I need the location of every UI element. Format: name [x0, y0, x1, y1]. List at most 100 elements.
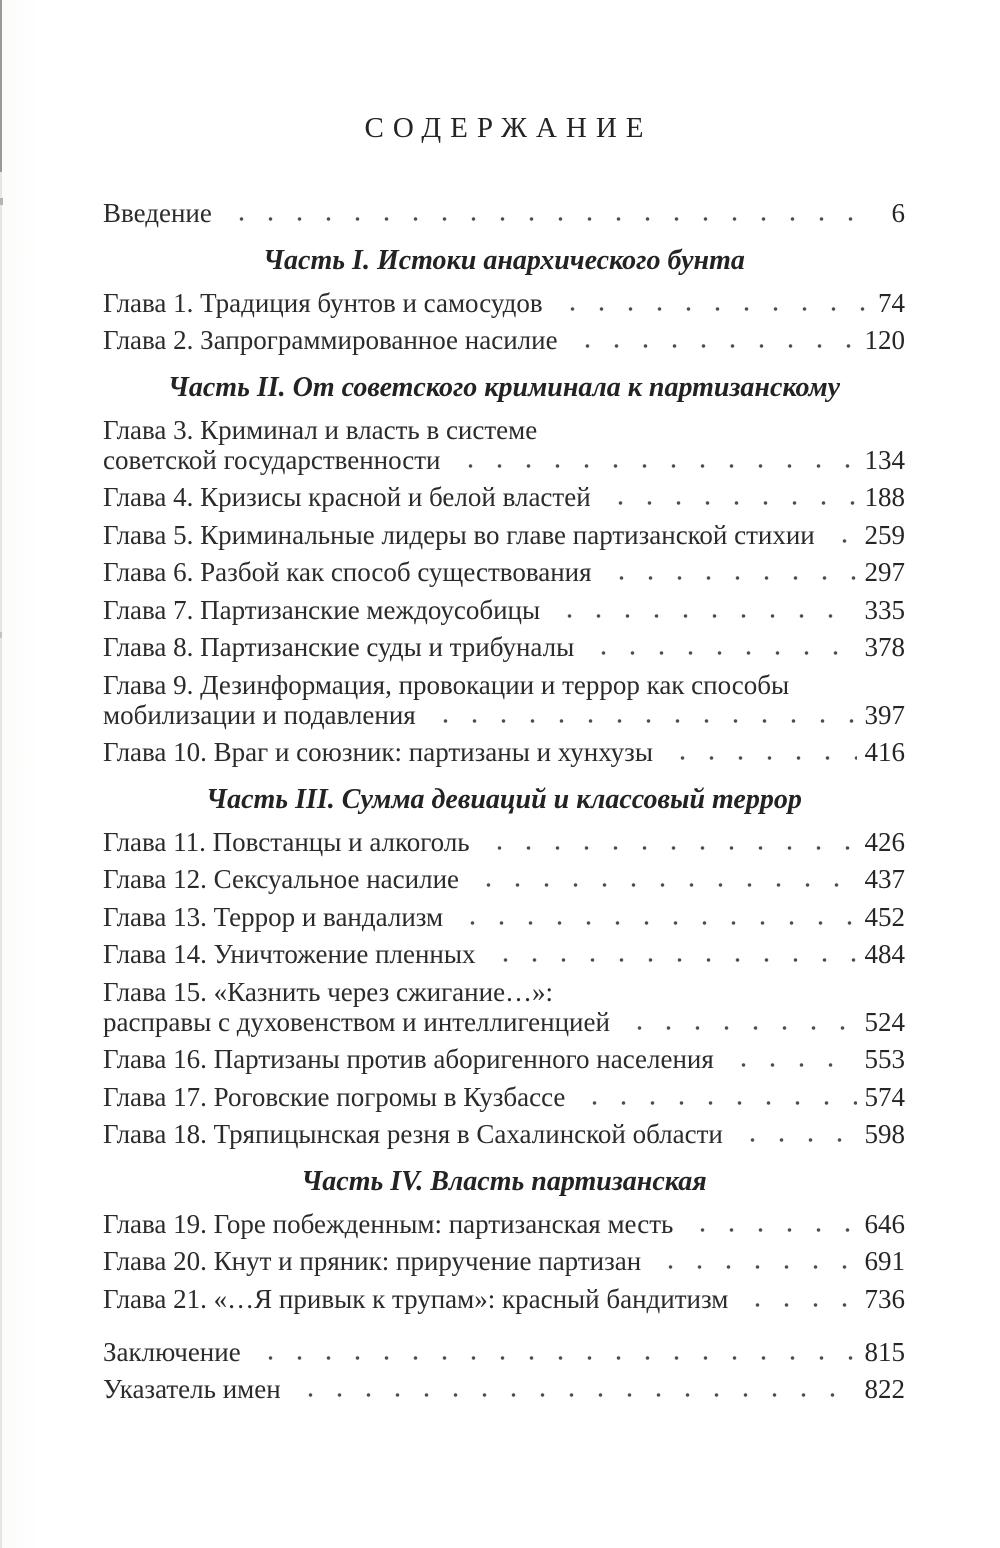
toc-entry-label: Заключение [103, 1336, 241, 1367]
toc-entry-line: Глава 6. Разбой как способ существования… [103, 557, 905, 587]
part-heading: Часть II. От советского криминала к парт… [167, 371, 841, 403]
toc-entry-line: Глава 16. Партизаны против аборигенного … [103, 1044, 905, 1074]
dot-leader [555, 305, 867, 312]
toc-entry: Глава 7. Партизанские междоусобицы 335 [103, 595, 905, 625]
part-heading: Часть I. Истоки анархического бунта [263, 244, 745, 276]
toc-entry-page-number: 598 [864, 1119, 906, 1149]
toc-entry-label: Глава 1. Традиция бунтов и самосудов [103, 287, 543, 318]
toc-entry-label: Глава 16. Партизаны против аборигенного … [103, 1044, 714, 1074]
dot-leader [827, 537, 857, 544]
toc-entry-label: Глава 5. Криминальные лидеры во главе па… [103, 519, 815, 550]
toc-entry-line: Введение 6 [103, 198, 905, 228]
toc-entry-page-number: 524 [864, 1006, 906, 1037]
dot-leader [587, 650, 857, 656]
toc-entry: Глава 16. Партизаны против аборигенного … [103, 1044, 905, 1074]
toc-entry-page-number: 484 [864, 939, 906, 969]
toc-entry-line: мобилизации и подавления 397 [103, 700, 905, 730]
toc-entry-page-number: 822 [864, 1374, 906, 1404]
toc-entry: Глава 15. «Казнить через сжигание…»: расп… [103, 977, 905, 1037]
toc-entry-page-number: 416 [864, 737, 906, 767]
dot-leader [453, 462, 857, 469]
dot-leader [604, 575, 857, 581]
toc-entry-label: Глава 20. Кнут и пряник: приручение парт… [103, 1246, 642, 1276]
toc-entry-label: Глава 21. «…Я привык к трупам»: красный … [103, 1283, 729, 1314]
toc-entry: Глава 6. Разбой как способ существования… [103, 557, 905, 587]
toc-entry-line: Глава 21. «…Я привык к трупам»: красный … [103, 1284, 905, 1314]
toc-entry-label: Глава 15. «Казнить через сжигание…»: [103, 976, 554, 1007]
toc-entry-page-number: 452 [864, 901, 906, 932]
dot-leader [665, 755, 857, 761]
toc-entry-page-number: 259 [864, 519, 906, 550]
toc-entry-line: Глава 17. Роговские погромы в Кузбассе 57… [103, 1082, 905, 1112]
dot-leader [570, 343, 857, 349]
dot-leader [726, 1062, 857, 1068]
toc-entry-page-number: 437 [864, 864, 906, 894]
toc-entry-label: Глава 7. Партизанские междоусобицы [103, 594, 541, 625]
dot-leader [253, 1354, 857, 1361]
toc-entry-page-number: 397 [864, 699, 906, 730]
toc-entry: Глава 2. Запрограммированное насилие 120 [103, 325, 905, 355]
toc-entry-line: Глава 12. Сексуальное насилие 437 [103, 864, 905, 894]
toc-entry-line: расправы с духовенством и интеллигенцией… [103, 1007, 905, 1037]
dot-leader [553, 612, 857, 619]
toc-entry-line: Глава 20. Кнут и пряник: приручение парт… [103, 1246, 905, 1276]
dot-leader [735, 1137, 857, 1143]
toc-entry: Глава 17. Роговские погромы в Кузбассе 57… [103, 1082, 905, 1112]
toc-list: Введение 6 Часть I. Истоки анархического б… [103, 198, 905, 1404]
toc-entry: Глава 9. Дезинформация, провокации и тер… [103, 670, 905, 730]
toc-entry: Глава 21. «…Я привык к трупам»: красный … [103, 1284, 905, 1314]
scan-speck [0, 198, 3, 205]
dot-leader [428, 717, 857, 724]
toc-entry-line: Указатель имен 822 [103, 1374, 905, 1404]
toc-entry: Глава 10. Враг и союзник: партизаны и ху… [103, 737, 905, 767]
toc-entry-page-number: 378 [864, 632, 906, 662]
toc-entry: Глава 18. Тряпицынская резня в Сахалинск… [103, 1119, 905, 1149]
toc-entry-label: Указатель имен [103, 1374, 281, 1404]
toc-entry: Глава 8. Партизанские суды и трибуналы 37… [103, 632, 905, 662]
toc-entry-line: Глава 18. Тряпицынская резня в Сахалинск… [103, 1119, 905, 1149]
toc-entry-page-number: 297 [864, 557, 906, 587]
toc-entry: Введение 6 [103, 198, 905, 228]
toc-entry: Указатель имен 822 [103, 1374, 905, 1404]
scan-edge-dark-artifact [0, 0, 2, 172]
dot-leader [224, 216, 867, 222]
toc-entry: Глава 12. Сексуальное насилие 437 [103, 864, 905, 894]
toc-entry-label: Глава 18. Тряпицынская резня в Сахалинск… [103, 1119, 723, 1149]
toc-entry-line: Глава 5. Криминальные лидеры во главе па… [103, 520, 905, 550]
dot-leader [472, 882, 857, 888]
toc-entry-label: Глава 11. Повстанцы и алкоголь [103, 826, 470, 857]
toc-entry-page-number: 426 [864, 826, 906, 857]
dot-leader [488, 957, 857, 963]
toc-entry-label: Глава 17. Роговские погромы в Кузбассе [103, 1081, 566, 1112]
toc-entry: Глава 1. Традиция бунтов и самосудов 74 [103, 288, 905, 318]
part-heading: Часть IV. Власть партизанская [301, 1165, 707, 1197]
toc-entry-line: Глава 3. Криминал и власть в системе [103, 415, 905, 445]
toc-entry: Глава 5. Криминальные лидеры во главе па… [103, 520, 905, 550]
toc-entry-line: Заключение 815 [103, 1337, 905, 1367]
toc-entry-page-number: 188 [864, 482, 906, 512]
toc-entry-label: Введение [103, 198, 212, 228]
toc-entry-line: Глава 2. Запрограммированное насилие 120 [103, 325, 905, 355]
toc-entry-label: Глава 9. Дезинформация, провокации и тер… [103, 669, 790, 700]
toc-entry-line: Глава 7. Партизанские междоусобицы 335 [103, 595, 905, 625]
toc-entry-label: Глава 2. Запрограммированное насилие [103, 325, 558, 355]
toc-entry: Глава 3. Криминал и власть в системе сове… [103, 415, 905, 475]
toc-entry-line: Глава 11. Повстанцы и алкоголь 426 [103, 827, 905, 857]
toc-entry-label: Глава 14. Уничтожение пленных [103, 939, 476, 969]
toc-entry: Глава 13. Террор и вандализм 452 [103, 902, 905, 932]
page-title: СОДЕРЖАНИЕ [364, 112, 653, 144]
toc-entry-page-number: 553 [864, 1044, 906, 1074]
dot-leader [482, 844, 857, 851]
toc-entry-line: Глава 14. Уничтожение пленных 484 [103, 939, 905, 969]
toc-entry: Заключение 815 [103, 1337, 905, 1367]
dot-leader [654, 1264, 857, 1270]
scan-speck [0, 632, 2, 638]
toc-entry-label: Глава 13. Террор и вандализм [103, 901, 444, 932]
toc-entry-page-number: 134 [864, 444, 906, 475]
toc-entry: Глава 19. Горе побежденным: партизанская… [103, 1209, 905, 1239]
toc-entry-label: Глава 4. Кризисы красной и белой властей [103, 482, 591, 512]
toc-entry-page-number: 6 [891, 198, 906, 228]
part-heading: Часть III. Сумма девиаций и классовый те… [206, 783, 802, 815]
toc-entry-line: Глава 13. Террор и вандализм 452 [103, 902, 905, 932]
